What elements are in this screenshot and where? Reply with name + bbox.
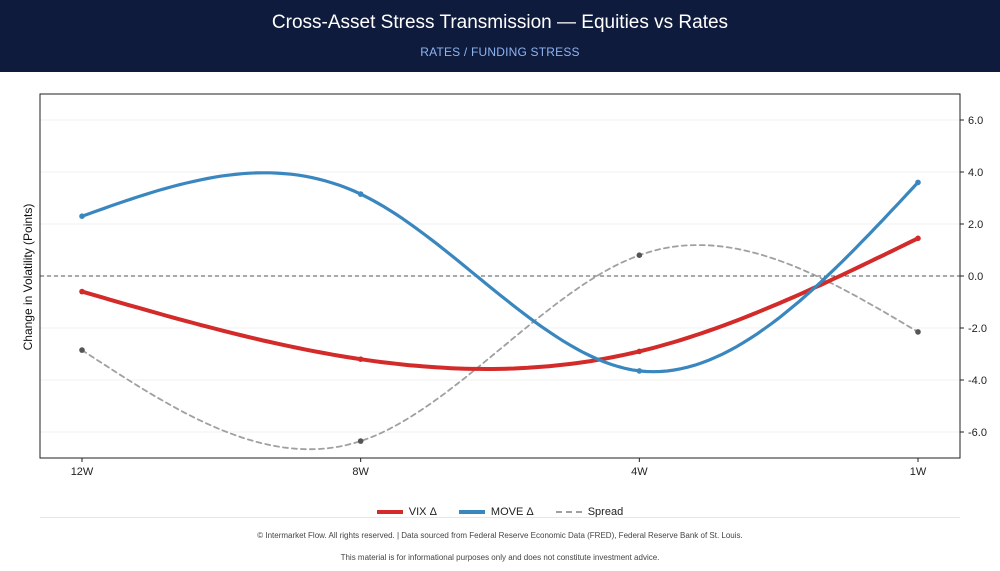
y-tick-label: 4.0 (968, 167, 983, 179)
chart-subtitle: RATES / FUNDING STRESS (420, 45, 580, 59)
header-bar: Cross-Asset Stress Transmission — Equiti… (0, 0, 1000, 72)
series-lines (80, 171, 920, 451)
chart-title: Cross-Asset Stress Transmission — Equiti… (271, 12, 729, 33)
footer-copyright: © Intermarket Flow. All rights reserved.… (257, 531, 743, 540)
data-point-spread (915, 329, 921, 335)
legend-swatch-move (458, 510, 485, 514)
grid-lines (40, 119, 960, 433)
x-tick-label: 8W (352, 466, 369, 478)
y-tick-label: -6.0 (968, 427, 987, 439)
y-tick-label: 6.0 (968, 115, 983, 127)
x-axis-ticks: 12W 8W 4W 1W (71, 458, 927, 478)
series-line-spread (81, 244, 919, 451)
legend-item-vix[interactable]: VIX Δ (376, 506, 437, 518)
x-tick-label: 12W (71, 466, 94, 478)
data-point-vix (915, 235, 921, 242)
y-axis-ticks: -6.0 -4.0 -2.0 0.0 2.0 4.0 6.0 (960, 115, 987, 439)
footer-divider (40, 517, 960, 518)
data-point-move (636, 368, 643, 374)
series-line-move (80, 171, 920, 374)
legend-label-move: MOVE Δ (490, 506, 534, 518)
data-point-move (79, 213, 85, 219)
y-tick-label: -2.0 (968, 323, 987, 335)
x-tick-label: 1W (910, 466, 927, 478)
series-line-vix (80, 236, 920, 371)
legend-item-move[interactable]: MOVE Δ (458, 506, 534, 518)
chart-legend: VIX Δ MOVE Δ Spread (0, 506, 1000, 518)
y-tick-label: -4.0 (968, 375, 987, 387)
legend-item-spread[interactable]: Spread (555, 506, 624, 518)
y-tick-label: 0.0 (968, 271, 983, 283)
data-point-vix (79, 288, 85, 295)
footer-disclaimer: This material is for informational purpo… (340, 553, 660, 562)
y-axis-label: Change in Volatility (Points) (21, 204, 35, 351)
legend-label-spread: Spread (587, 506, 624, 518)
legend-swatch-spread (555, 511, 582, 513)
x-tick-label: 4W (631, 466, 648, 478)
data-point-move (915, 179, 921, 186)
data-point-spread (357, 438, 364, 444)
y-tick-label: 2.0 (968, 219, 983, 231)
data-point-move (357, 191, 364, 197)
data-point-vix (636, 348, 643, 355)
data-point-vix (357, 356, 364, 363)
data-point-spread (79, 347, 85, 353)
data-point-spread (636, 252, 643, 258)
data-points (79, 179, 921, 444)
legend-label-vix: VIX Δ (408, 506, 437, 518)
legend-swatch-vix (376, 510, 403, 514)
